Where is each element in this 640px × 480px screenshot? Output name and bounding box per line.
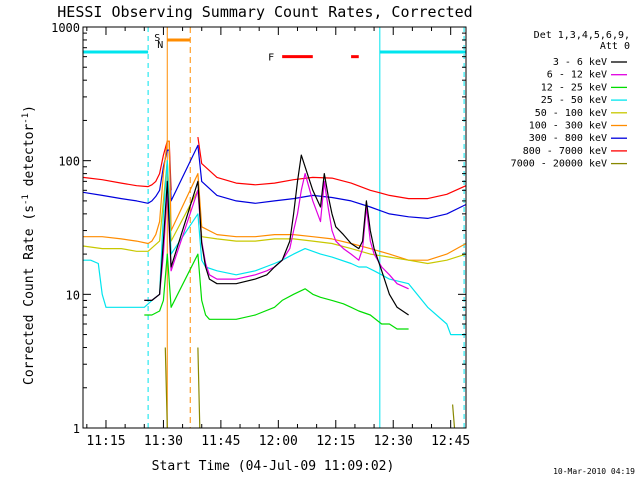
y-axis-label-main: Corrected Count Rate (s — [22, 205, 37, 385]
y-axis-label-mid: detector — [22, 124, 37, 195]
y-tick-label-1: 10 — [66, 288, 80, 302]
x-tick-label-6: 12:45 — [431, 434, 470, 449]
footer-date: 10-Mar-2010 04:19 — [553, 467, 635, 476]
y-tick-label-2: 100 — [58, 155, 80, 169]
plot-frame — [82, 26, 467, 429]
legend-label-4: 50 - 100 keV — [535, 108, 607, 119]
legend-header-0: Det 1,3,4,5,6,9, — [534, 30, 630, 41]
legend-label-0: 3 - 6 keV — [553, 57, 607, 68]
series-line-0 — [82, 137, 467, 200]
y-tick-label-0: 1 — [73, 422, 80, 436]
saa-flag-label: S — [154, 33, 160, 44]
x-tick-label-4: 12:15 — [316, 434, 355, 449]
legend-label-3: 25 - 50 keV — [541, 95, 607, 106]
legend-label-8: 7000 - 20000 keV — [511, 159, 607, 170]
y-axis-label-sup2: -1 — [21, 113, 31, 124]
x-tick-label-0: 11:15 — [86, 434, 125, 449]
legend-label-5: 100 - 300 keV — [529, 121, 607, 132]
y-tick-label-3: 1000 — [51, 21, 80, 35]
series-line-6 — [144, 154, 409, 316]
y-axis-label-sup1: -1 — [21, 194, 31, 205]
series-line-2 — [83, 140, 467, 261]
flare-flag-label: F — [268, 53, 274, 64]
x-tick-label-3: 12:00 — [259, 434, 298, 449]
series-line-3 — [82, 160, 467, 265]
series-line-8 — [164, 347, 456, 429]
series-line-7 — [144, 253, 409, 330]
legend-label-2: 12 - 25 keV — [541, 82, 607, 93]
x-tick-label-1: 11:30 — [144, 434, 183, 449]
legend-label-1: 6 - 12 keV — [547, 70, 607, 81]
night-flag-label: N — [157, 40, 163, 51]
y-axis-label: Corrected Count Rate (s-1 detector-1) — [21, 105, 37, 385]
legend-label-7: 800 - 7000 keV — [523, 146, 607, 157]
series-line-1 — [82, 144, 467, 219]
legend-label-6: 300 - 800 keV — [529, 133, 607, 144]
series-line-4 — [83, 160, 466, 336]
legend-header-1: Att 0 — [600, 41, 630, 52]
x-tick-label-5: 12:30 — [374, 434, 413, 449]
y-axis-label-end: ) — [22, 105, 37, 113]
plot-area: SN F 1 10 100 1000 11:15 11:30 11:45 12:00 12:15 12… — [51, 21, 470, 449]
legend: Det 1,3,4,5,6,9,Att 0 3 - 6 keV 6 - 12 keV… — [511, 30, 630, 170]
chart-title: HESSI Observing Summary Count Rates, Cor… — [57, 3, 472, 21]
x-tick-label-2: 11:45 — [201, 434, 240, 449]
x-axis-label: Start Time (04-Jul-09 11:09:02) — [152, 459, 395, 474]
